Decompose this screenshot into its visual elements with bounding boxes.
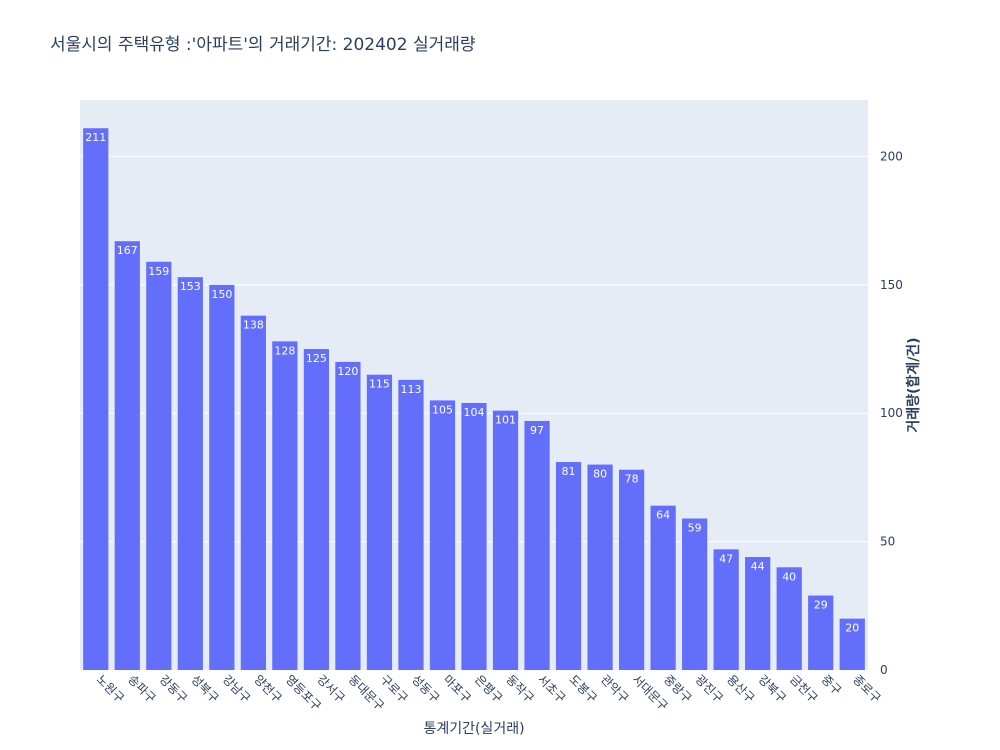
- bar: [114, 241, 140, 670]
- bar-value-label: 59: [688, 522, 702, 535]
- x-tick-label: 용산구: [724, 672, 757, 705]
- bar-value-label: 125: [306, 352, 327, 365]
- bar-value-label: 104: [464, 406, 485, 419]
- bar: [240, 315, 266, 670]
- bar: [839, 618, 865, 670]
- x-tick-label: 마포구: [440, 672, 473, 705]
- bar: [461, 402, 487, 670]
- x-tick-label: 성북구: [188, 672, 221, 705]
- bar-value-label: 120: [337, 365, 358, 378]
- bar-value-label: 40: [782, 570, 796, 583]
- y-axis-title: 거래량(합계/건): [905, 337, 922, 432]
- x-tick-label: 동작구: [503, 672, 536, 705]
- bar-value-label: 78: [625, 473, 639, 486]
- bar-value-label: 153: [180, 280, 201, 293]
- bar-value-label: 150: [211, 288, 232, 301]
- bar-value-label: 44: [751, 560, 765, 573]
- bar-value-label: 113: [400, 383, 421, 396]
- y-axis-ticks: 0 50 100 150 200: [880, 149, 903, 677]
- x-tick-label: 노원구: [94, 672, 127, 705]
- bar: [272, 341, 298, 670]
- bar: [177, 277, 203, 670]
- x-tick-label: 종로구: [850, 672, 883, 705]
- bar: [776, 567, 802, 670]
- bar: [398, 379, 424, 670]
- bar: [618, 469, 645, 670]
- bar-value-label: 128: [274, 344, 295, 357]
- bar: [303, 349, 330, 670]
- x-tick-label: 중구: [819, 672, 845, 698]
- chart-title: 서울시의 주택유형 :'아파트'의 거래기간: 202402 실거래량: [50, 35, 476, 55]
- x-tick-label: 강북구: [756, 672, 789, 705]
- x-tick-label: 서초구: [535, 672, 568, 705]
- x-tick-label: 광진구: [693, 672, 726, 705]
- y-tick-label: 100: [880, 406, 903, 420]
- x-tick-label: 금천구: [787, 672, 821, 706]
- bar-value-label: 20: [845, 622, 859, 635]
- bar: [366, 374, 393, 670]
- bar: [587, 464, 613, 670]
- bar: [146, 261, 172, 670]
- bar: [335, 361, 361, 670]
- bar: [209, 284, 235, 670]
- x-axis-ticks: 노원구송파구강동구성북구강남구양천구영등포구강서구동대문구구로구성동구마포구은평…: [94, 672, 884, 714]
- bar-value-label: 29: [814, 599, 828, 612]
- x-axis-title: 통계기간(실거래): [423, 721, 524, 737]
- bar: [713, 549, 739, 670]
- y-tick-label: 200: [880, 149, 903, 163]
- x-tick-label: 성동구: [409, 672, 442, 705]
- x-tick-label: 강남구: [220, 672, 253, 705]
- bar: [745, 557, 771, 670]
- bar: [682, 518, 708, 670]
- bar-value-label: 211: [85, 131, 106, 144]
- bar: [492, 410, 519, 670]
- bar-value-label: 64: [656, 509, 670, 522]
- bar-value-label: 80: [593, 468, 607, 481]
- bar-value-label: 167: [117, 244, 138, 257]
- y-tick-label: 50: [880, 535, 895, 549]
- bar-value-label: 81: [562, 465, 576, 478]
- bar: [83, 128, 109, 671]
- bar-value-label: 159: [148, 265, 169, 278]
- bar-value-label: 97: [530, 424, 544, 437]
- y-tick-label: 0: [880, 663, 888, 677]
- bar-value-label: 47: [719, 552, 733, 565]
- bar-value-label: 101: [495, 414, 516, 427]
- x-tick-label: 관악구: [598, 672, 631, 705]
- bar: [524, 420, 550, 670]
- bar: [650, 505, 676, 670]
- x-tick-label: 도봉구: [566, 672, 599, 705]
- bars: 211 167 159 153 150 138 128 125 120 115 113 105 104 1…: [83, 128, 865, 671]
- x-tick-label: 송파구: [125, 672, 158, 705]
- bar: [429, 400, 456, 670]
- bar-value-label: 115: [369, 378, 390, 391]
- y-tick-label: 150: [880, 278, 903, 292]
- bar: [555, 462, 582, 670]
- x-tick-label: 양천구: [251, 672, 285, 706]
- bar-value-label: 138: [243, 319, 264, 332]
- bar: [808, 595, 834, 670]
- x-tick-label: 은평구: [472, 672, 505, 705]
- x-tick-label: 강동구: [157, 672, 190, 705]
- bar-value-label: 105: [432, 403, 453, 416]
